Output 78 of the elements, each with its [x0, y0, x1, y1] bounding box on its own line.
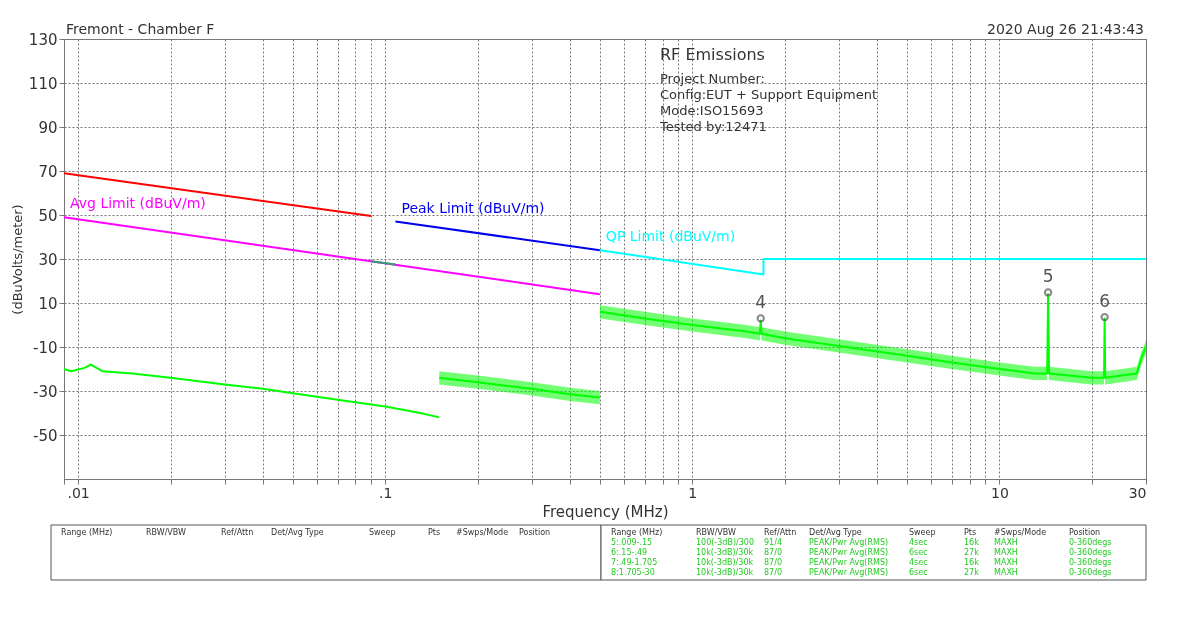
text: Pts	[964, 528, 977, 537]
text: #Swps/Mode	[456, 528, 509, 537]
text: Range (MHz)	[61, 528, 113, 537]
x-axis-title: Frequency (MHz)	[542, 502, 669, 521]
text: 91/4	[764, 538, 782, 547]
text: Ref/Attn	[764, 528, 797, 537]
text: 4sec	[909, 538, 928, 547]
text: Position	[1069, 528, 1101, 537]
text: Ref/Attn	[221, 528, 254, 537]
annotation: Config:EUT + Support Equipment	[660, 87, 878, 102]
text: 10k(-3dB)/30k	[696, 568, 754, 577]
text: 27k	[964, 568, 980, 577]
annotation: 6	[1099, 291, 1111, 312]
text: 0-360degs	[1069, 548, 1112, 557]
text: 2020 Aug 26 21:43:43	[986, 21, 1144, 37]
text: PEAK/Pwr Avg(RMS)	[809, 548, 889, 557]
text: MAXH	[994, 558, 1018, 567]
text: 10k(-3dB)/30k	[696, 558, 754, 567]
y-tick-label: 90	[38, 118, 58, 137]
y-tick-label: -50	[33, 426, 58, 445]
text: 87/0	[764, 558, 782, 567]
annotation: Project Number:	[660, 71, 765, 86]
text: Sweep	[369, 528, 396, 537]
annotation: Mode:ISO15693	[660, 103, 764, 118]
y-tick-label: 70	[38, 162, 58, 181]
text: 87/0	[764, 568, 782, 577]
text: Det/Avg Type	[271, 528, 324, 537]
x-tick-label: .1	[379, 484, 393, 501]
text: 16k	[964, 558, 980, 567]
text: PEAK/Pwr Avg(RMS)	[809, 558, 889, 567]
text: 10k(-3dB)/30k	[696, 548, 754, 557]
text: 0-360degs	[1069, 558, 1112, 567]
text: Range (MHz)	[611, 528, 663, 537]
y-tick-label: 130	[28, 30, 58, 49]
text: 27k	[964, 548, 980, 557]
text: 0-360degs	[1069, 568, 1112, 577]
text: 87/0	[764, 548, 782, 557]
text: MAXH	[994, 538, 1018, 547]
annotation: 5	[1042, 266, 1054, 287]
y-tick-label: 30	[38, 250, 58, 269]
text: 16k	[964, 538, 980, 547]
text: MAXH	[994, 548, 1018, 557]
series-label: Peak Limit (dBuV/m)	[401, 199, 545, 216]
x-tick-label: 30	[1128, 484, 1147, 501]
x-tick-label: 1	[688, 484, 698, 501]
y-tick-label: 50	[38, 206, 58, 225]
text: MAXH	[994, 568, 1018, 577]
text: 4sec	[909, 558, 928, 567]
text: Sweep	[909, 528, 936, 537]
text: Fremont - Chamber F	[66, 21, 215, 37]
text: Det/Avg Type	[809, 528, 862, 537]
annotation: RF Emissions	[660, 45, 765, 64]
series-label: Avg Limit (dBuV/m)	[70, 195, 206, 212]
annotation: 4	[755, 292, 767, 313]
x-tick-label: .01	[67, 484, 90, 501]
text: 100(-3dB)/300	[696, 538, 755, 547]
text: 6sec	[909, 568, 928, 577]
text: RBW/VBW	[146, 528, 187, 537]
y-tick-label: 10	[38, 294, 58, 313]
text: #Swps/Mode	[994, 528, 1047, 537]
y-tick-label: -30	[33, 382, 58, 401]
text: 0-360degs	[1069, 538, 1112, 547]
text: PEAK/Pwr Avg(RMS)	[809, 568, 889, 577]
text: Pts	[428, 528, 441, 537]
text: 8:1.705-30	[611, 568, 655, 577]
y-tick-label: -10	[33, 338, 58, 357]
series-label: QP Limit (dBuV/m)	[605, 228, 736, 245]
text: 6:.15-.49	[611, 548, 648, 557]
text: 7:.49-1.705	[611, 558, 658, 567]
text: Position	[519, 528, 551, 537]
annotation: Tested by:12471	[659, 119, 767, 134]
text: 5:.009-.15	[611, 538, 653, 547]
y-axis-title: (dBuVolts/meter)	[9, 204, 25, 315]
text: PEAK/Pwr Avg(RMS)	[809, 538, 889, 547]
text: RBW/VBW	[696, 528, 737, 537]
y-tick-label: 110	[28, 74, 58, 93]
x-tick-label: 10	[991, 484, 1009, 501]
text: 6sec	[909, 548, 928, 557]
